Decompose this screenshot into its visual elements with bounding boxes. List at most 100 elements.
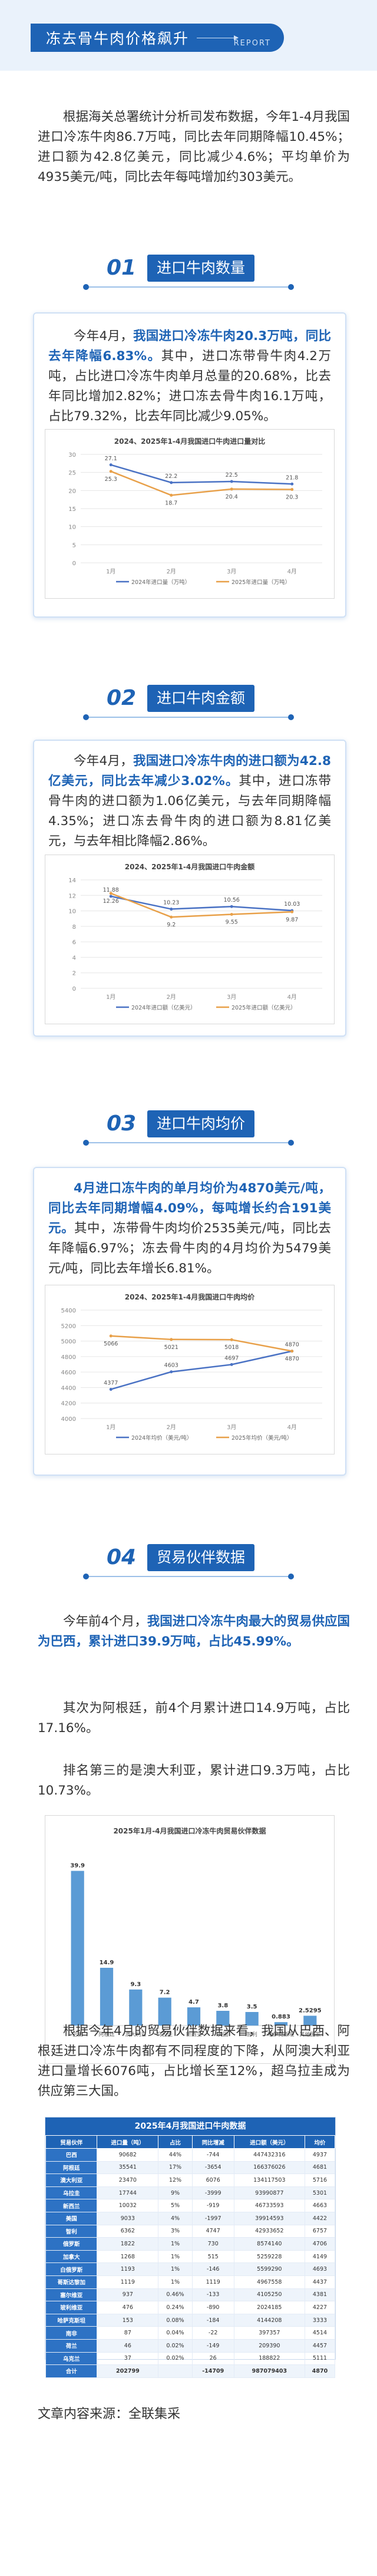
table-cell: 8574140 xyxy=(233,2237,305,2251)
section-paragraph: 4月进口冻牛肉的单月均价为4870美元/吨，同比去年同期增幅4.09%，每吨增长… xyxy=(34,1179,345,1279)
amount-point xyxy=(290,910,294,913)
section-header-03: 03 进口牛肉均价 xyxy=(83,1103,294,1146)
partners-data-label: 2.5295 xyxy=(299,2007,322,2014)
price-y-tick: 4200 xyxy=(61,1401,76,1407)
section-divider xyxy=(83,1574,294,1579)
table-cell: 730 xyxy=(191,2237,234,2251)
amount-y-tick: 10 xyxy=(68,909,76,915)
partners-data-label: 4.7 xyxy=(188,1999,199,2006)
table-cell: 6362 xyxy=(97,2224,159,2238)
partner-paragraph-3: 排名第三的是澳大利亚，累计进口9.3万吨，占比10.73%。 xyxy=(38,1763,350,1798)
amount-title: 2024、2025年1-4月我国进口牛肉金额 xyxy=(125,862,254,871)
table-cell: 166376026 xyxy=(233,2161,305,2175)
amount-y-tick: 4 xyxy=(72,955,76,961)
volume-point xyxy=(290,482,294,486)
table-cell: 0.02% xyxy=(158,2338,193,2353)
table-cell: 987079403 xyxy=(233,2364,305,2378)
table-cell: 134117503 xyxy=(233,2173,305,2187)
price-y-tick: 5400 xyxy=(61,1308,76,1314)
table-cell: 1% xyxy=(158,2275,193,2289)
table-row: 阿根廷 35541 17% -3654 166376026 4681 xyxy=(45,2161,336,2175)
table-country-cell: 阿根廷 xyxy=(45,2161,98,2175)
table-cell: -146 xyxy=(191,2262,234,2276)
volume-y-tick: 5 xyxy=(72,542,76,549)
table-country-cell: 乌克兰 xyxy=(45,2351,98,2366)
title-bar: 冻去骨牛肉价格飙升 REPORT xyxy=(31,24,284,52)
amount-y-tick: 8 xyxy=(72,924,76,931)
table-row: 乌克兰 37 0.02% 26 188822 5111 xyxy=(45,2351,336,2366)
trade-table: 贸易伙伴 进口量（吨） 占比 同比增减 进口额（美元） 均价 巴西 90682 44% -744… xyxy=(45,2135,336,2378)
table-cell: 93990877 xyxy=(233,2186,305,2200)
table-cell: 3% xyxy=(158,2224,193,2238)
amount-data-label: 10.03 xyxy=(284,901,300,908)
table-cell: 4870 xyxy=(304,2364,336,2378)
table-cell: 26 xyxy=(191,2351,234,2366)
section-title: 进口牛肉金额 xyxy=(147,685,255,712)
volume-legend-label: 2025年进口量（万吨） xyxy=(232,579,290,586)
table-country-cell: 美国 xyxy=(45,2211,98,2225)
price-series-line xyxy=(111,1335,292,1352)
table-cell: 4105250 xyxy=(233,2288,305,2302)
section-header-01: 01 进口牛肉数量 xyxy=(83,248,294,290)
table-header-cell: 均价 xyxy=(304,2135,336,2149)
table-cell: 9% xyxy=(158,2186,193,2200)
price-point xyxy=(170,1338,173,1341)
price-y-tick: 4800 xyxy=(61,1354,76,1361)
table-row: 哈萨克斯坦 153 0.08% -184 4144208 3333 xyxy=(45,2313,336,2327)
volume-chart-svg: 2024、2025年1-4月我国进口牛肉进口量对比 0 5 10 15 20 25 30 1月 2… xyxy=(68,437,322,586)
partners-x-tick: 巴西 xyxy=(72,2031,83,2038)
price-x-tick: 1月 xyxy=(106,1424,115,1431)
volume-y-tick: 15 xyxy=(68,506,76,513)
price-data-label: 5018 xyxy=(224,1344,239,1351)
text-highlight: 我国进口冷冻牛肉的进口额为42.8亿美元，同比去年减少3.02%。 xyxy=(48,754,331,789)
table-cell: 4693 xyxy=(304,2262,336,2276)
volume-point xyxy=(109,470,113,473)
section-header-02: 02 进口牛肉金额 xyxy=(83,678,294,720)
text-highlight: 4月进口冻牛肉的单月均价为4870美元/吨，同比去年同期增幅4.09%，每吨增长… xyxy=(48,1181,331,1236)
amount-data-label: 9.87 xyxy=(286,916,298,923)
section-title: 进口牛肉数量 xyxy=(147,255,255,282)
table-cell: -3999 xyxy=(191,2186,234,2200)
section-paragraph: 今年4月，我国进口冷冻牛肉20.3万吨，同比去年降幅6.83%。其中，进口冻带骨… xyxy=(34,326,345,427)
amount-data-label: 11.88 xyxy=(103,887,119,893)
table-cell: 5716 xyxy=(304,2173,336,2187)
amount-series-line xyxy=(110,892,292,918)
volume-series-line xyxy=(110,470,292,496)
table-row: 乌拉圭 17744 9% -3999 93990877 5301 xyxy=(45,2186,336,2200)
table-cell: 4144208 xyxy=(233,2313,305,2327)
table-cell: 5301 xyxy=(304,2186,336,2200)
table-cell: 90682 xyxy=(97,2148,159,2162)
table-row: 哥斯达黎加 1119 1% 1119 4967558 4437 xyxy=(45,2275,336,2289)
price-title: 2024、2025年1-4月我国进口牛肉均价 xyxy=(125,1292,255,1301)
volume-legend-label: 2024年进口量（万吨） xyxy=(131,579,190,586)
volume-x-tick: 3月 xyxy=(227,568,236,575)
partners-bar xyxy=(245,2011,259,2026)
table-cell: 12% xyxy=(158,2173,193,2187)
volume-data-label: 20.3 xyxy=(286,494,298,500)
volume-y-tick: 20 xyxy=(68,488,76,494)
table-cell: 4706 xyxy=(304,2237,336,2251)
price-x-tick: 3月 xyxy=(227,1424,236,1431)
amount-y-tick: 0 xyxy=(72,986,76,992)
table-cell: 209390 xyxy=(233,2338,305,2353)
table-country-cell: 玻利维亚 xyxy=(45,2301,98,2314)
price-x-tick: 2月 xyxy=(167,1424,176,1431)
table-cell: 4457 xyxy=(304,2338,336,2353)
header-banner: 冻去骨牛肉价格飙升 REPORT xyxy=(0,0,377,71)
table-cell: 10032 xyxy=(97,2199,159,2212)
amount-x-tick: 4月 xyxy=(287,994,297,1001)
table-cell: 4937 xyxy=(304,2148,336,2162)
volume-y-tick: 30 xyxy=(68,452,76,459)
table-row: 合计 202799 -14709 987079403 4870 xyxy=(45,2364,336,2378)
table-header-cell: 占比 xyxy=(158,2135,193,2149)
partner-paragraph-1: 今年前4个月，我国进口冷冻牛肉最大的贸易供应国为巴西，累计进口39.9万吨，占比… xyxy=(38,1612,350,1652)
text-rest: 其中，进口冻带骨牛肉的进口额为1.06亿美元，与去年同期降幅4.35%；进口冻去… xyxy=(48,774,331,849)
volume-y-tick: 0 xyxy=(72,560,76,567)
table-country-cell: 巴西 xyxy=(45,2148,98,2162)
volume-point xyxy=(290,487,294,491)
partners-bar xyxy=(303,2016,317,2026)
partners-bar xyxy=(274,2022,288,2026)
table-row: 新西兰 10032 5% -919 46733593 4663 xyxy=(45,2199,336,2212)
table-country-cell: 合计 xyxy=(45,2364,98,2378)
text-highlight: 我国进口冷冻牛肉20.3万吨，同比去年降幅6.83%。 xyxy=(48,329,331,364)
